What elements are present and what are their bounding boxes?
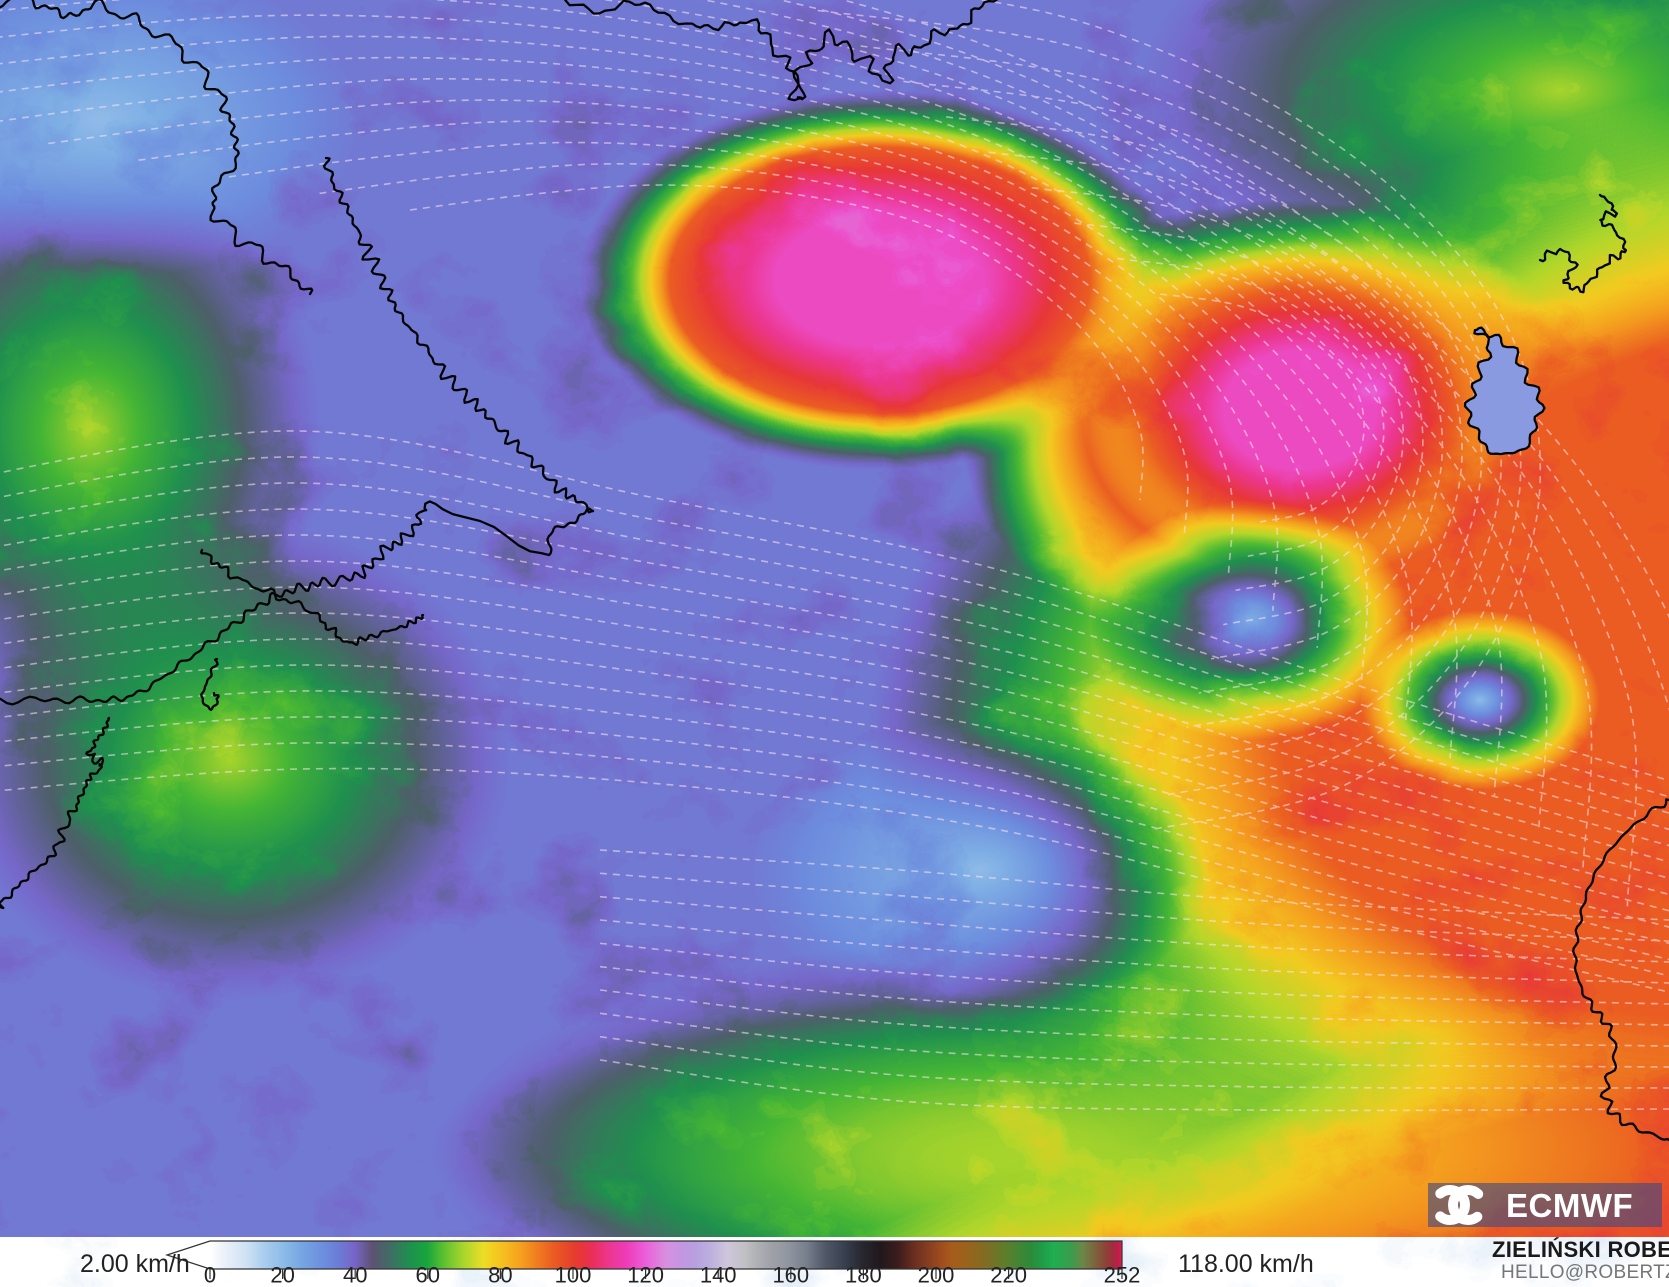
svg-text:20: 20	[270, 1262, 294, 1287]
svg-text:0: 0	[204, 1262, 216, 1287]
svg-text:100: 100	[555, 1262, 592, 1287]
svg-text:40: 40	[343, 1262, 367, 1287]
svg-text:220: 220	[990, 1262, 1027, 1287]
svg-text:60: 60	[416, 1262, 440, 1287]
svg-text:180: 180	[845, 1262, 882, 1287]
svg-text:120: 120	[627, 1262, 664, 1287]
svg-text:160: 160	[772, 1262, 809, 1287]
svg-text:200: 200	[918, 1262, 955, 1287]
svg-text:80: 80	[488, 1262, 512, 1287]
svg-text:ZIELIŃSKI ROBERT: ZIELIŃSKI ROBERT	[1492, 1237, 1669, 1262]
svg-text:HELLO@ROBERTZ.COM: HELLO@ROBERTZ.COM	[1501, 1262, 1669, 1283]
svg-text:252: 252	[1104, 1262, 1141, 1287]
svg-text:2.00 km/h: 2.00 km/h	[80, 1250, 190, 1278]
svg-text:118.00 km/h: 118.00 km/h	[1178, 1250, 1314, 1278]
svg-text:ECMWF: ECMWF	[1506, 1187, 1633, 1224]
svg-text:140: 140	[700, 1262, 737, 1287]
